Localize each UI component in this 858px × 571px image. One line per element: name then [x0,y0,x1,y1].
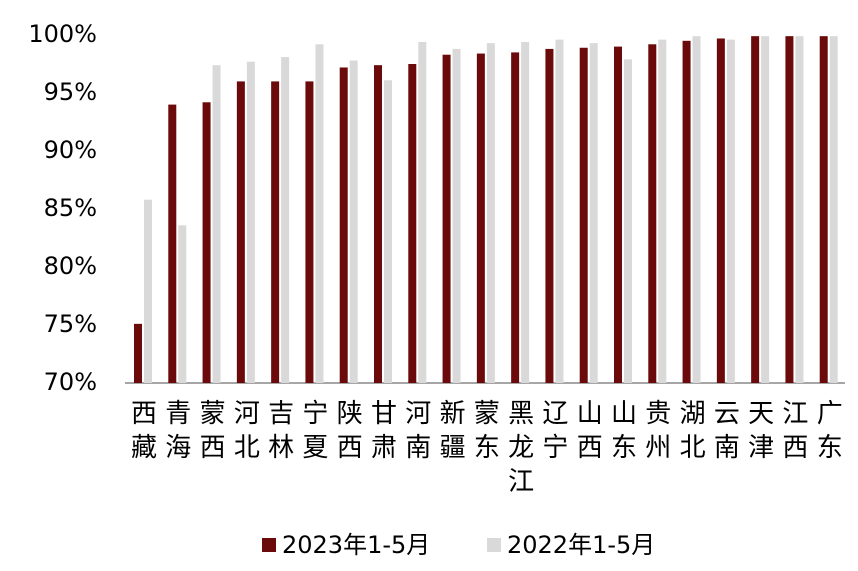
bar [476,53,485,384]
x-tick-label: 西藏 [131,399,157,463]
x-tick-label: 辽宁 [542,399,568,463]
bar [624,59,632,384]
bar [339,67,348,383]
bar [349,60,358,384]
bar [521,41,530,384]
x-tick-label: 天津 [748,399,774,463]
bar [178,225,187,383]
x-tick-label: 甘肃 [371,399,397,463]
x-tick-label: 河北 [234,399,260,463]
x-tick-label: 陕西 [337,399,363,463]
bar [658,39,667,383]
y-tick-label: 90% [44,136,97,164]
bar [315,44,324,383]
legend-label: 2022年1-5月 [507,531,655,559]
bar [829,36,838,383]
bar [716,38,725,383]
bar [144,199,152,383]
x-tick-label: 河南 [405,399,431,463]
bar [555,39,564,383]
x-tick-label: 贵州 [645,399,671,463]
bar [589,43,598,384]
bar [452,48,461,384]
bar [374,65,382,383]
x-tick-label: 山西 [577,399,603,463]
bar [168,104,177,383]
bar [212,65,221,383]
y-tick-label: 95% [44,78,97,106]
y-tick-label: 85% [44,194,97,222]
bar [785,36,794,383]
bar [682,40,691,384]
legend-swatch [487,538,501,552]
bar [614,46,622,383]
bar [246,61,255,384]
bar [134,323,142,383]
y-tick-label: 70% [44,368,97,396]
bar [418,41,427,384]
bar [281,57,290,383]
legend-label: 2023年1-5月 [282,531,430,559]
bar [819,36,828,383]
y-tick-label: 100% [28,20,97,48]
bar [545,48,554,384]
bar [648,44,657,383]
bar [305,81,314,384]
x-tick-label: 湖北 [680,399,706,463]
bar [486,43,495,384]
bar [795,36,804,383]
bar [236,81,245,384]
bar [751,36,760,383]
bar [726,39,735,383]
bar [408,64,417,383]
x-tick-label: 江西 [782,399,808,463]
x-tick-label: 广东 [817,399,843,463]
bar [511,52,520,384]
bar [442,54,451,383]
x-tick-label: 黑龙江 [508,399,534,497]
bar [271,81,280,384]
x-tick-label: 青海 [165,399,191,463]
bar [202,102,211,383]
x-tick-label: 新疆 [440,399,466,463]
x-tick-label: 蒙东 [474,399,500,463]
legend-swatch [262,538,276,552]
bar [384,80,392,384]
x-tick-label: 山东 [611,399,637,463]
y-tick-label: 80% [44,252,97,280]
y-tick-label: 75% [44,310,97,338]
x-tick-label: 吉林 [268,399,294,463]
bar [579,47,588,383]
x-tick-label: 云南 [714,399,740,463]
x-tick-label: 宁夏 [302,399,328,463]
bar [761,36,770,383]
x-tick-label: 蒙西 [200,399,226,463]
bar [692,36,701,383]
